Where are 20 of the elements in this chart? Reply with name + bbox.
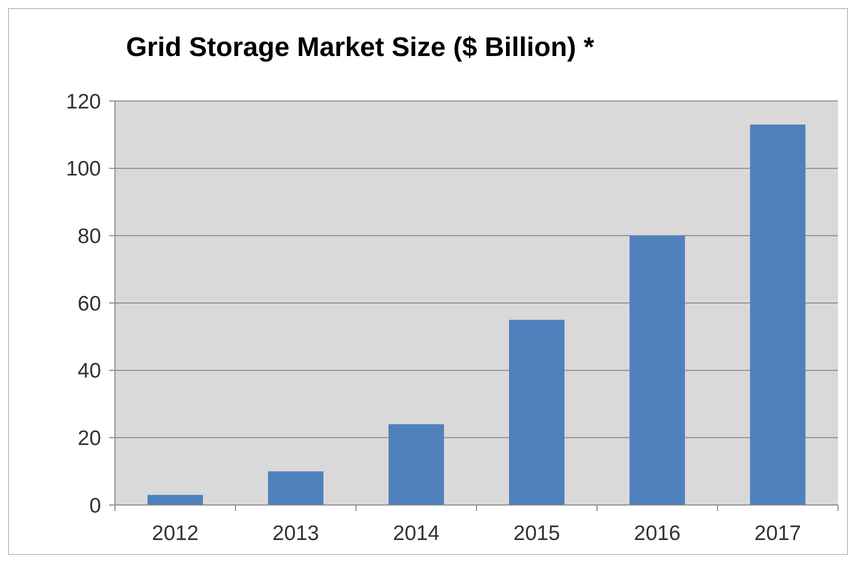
bar <box>148 494 203 505</box>
bar <box>630 236 685 505</box>
bar <box>388 424 444 505</box>
y-tick-label: 100 <box>66 158 101 181</box>
x-tick-label: 2017 <box>754 522 802 545</box>
bar <box>509 320 564 505</box>
y-tick-label: 0 <box>89 494 101 518</box>
x-tick-label: 2016 <box>634 522 681 545</box>
y-tick-label: 40 <box>78 360 101 383</box>
x-tick-label: 2013 <box>272 522 320 545</box>
x-tick-label: 2014 <box>392 522 440 545</box>
bar <box>268 471 324 505</box>
x-tick-label: 2012 <box>152 522 199 545</box>
chart-title: Grid Storage Market Size ($ Billion) * <box>126 32 595 62</box>
y-tick-label: 120 <box>66 90 101 114</box>
bar <box>750 124 806 505</box>
y-tick-label: 60 <box>78 292 101 316</box>
x-tick-label: 2015 <box>513 522 560 545</box>
y-tick-label: 80 <box>78 225 101 248</box>
y-tick-label: 20 <box>78 427 101 450</box>
